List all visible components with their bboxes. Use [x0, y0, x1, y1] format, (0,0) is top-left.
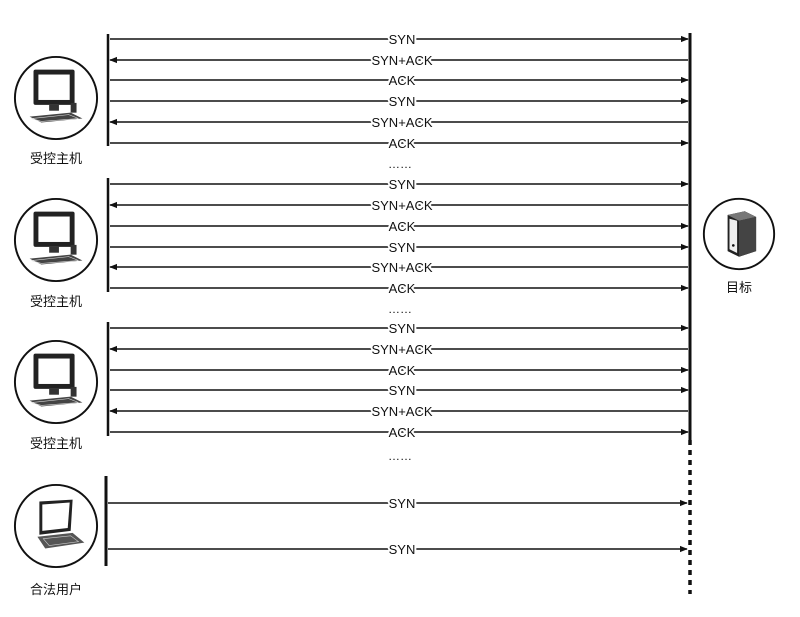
- message-arrow: SYN: [110, 238, 689, 257]
- host-3: 受控主机: [13, 339, 99, 452]
- message-label: ACK: [389, 219, 416, 234]
- group-legit-user: SYN SYN: [108, 494, 688, 559]
- ellipsis: ……: [388, 449, 412, 463]
- message-label: SYN: [389, 321, 416, 336]
- message-arrow: SYN: [110, 381, 689, 400]
- message-arrow: SYN+ACK: [109, 51, 688, 70]
- message-label: SYN: [389, 496, 416, 511]
- message-arrow: SYN: [108, 540, 688, 559]
- group-host-2: SYN SYN+ACK ACK SYN SYN+ACK ACK ……: [109, 175, 689, 316]
- message-arrow: SYN: [110, 92, 689, 111]
- message-label: SYN+ACK: [371, 198, 432, 213]
- message-label: SYN+ACK: [371, 53, 432, 68]
- message-arrow: ACK: [110, 71, 689, 90]
- message-arrow: SYN: [108, 494, 688, 513]
- host-2-label: 受控主机: [30, 295, 82, 310]
- message-label: SYN+ACK: [371, 404, 432, 419]
- message-label: SYN+ACK: [371, 260, 432, 275]
- host-1: 受控主机: [13, 55, 99, 167]
- message-arrow: ACK: [110, 217, 689, 236]
- group-host-1: SYN SYN+ACK ACK SYN SYN+ACK ACK ……: [109, 30, 689, 171]
- legit-user: 合法用户: [13, 483, 99, 598]
- laptop-icon: [13, 483, 99, 569]
- message-label: SYN: [389, 542, 416, 557]
- message-arrow: SYN: [110, 175, 689, 194]
- message-label: ACK: [389, 136, 416, 151]
- message-label: ACK: [389, 281, 416, 296]
- message-arrow: SYN+ACK: [109, 113, 688, 132]
- message-arrow: ACK: [110, 279, 689, 298]
- server-icon: [702, 197, 776, 271]
- host-1-label: 受控主机: [30, 152, 82, 167]
- message-arrow: SYN+ACK: [109, 340, 688, 359]
- legit-user-label: 合法用户: [30, 582, 82, 598]
- message-arrow: SYN+ACK: [109, 402, 688, 421]
- message-label: SYN: [389, 240, 416, 255]
- desktop-computer-icon: [13, 197, 99, 283]
- message-arrow: ACK: [110, 361, 689, 380]
- message-arrow: ACK: [110, 423, 689, 442]
- group-host-3: SYN SYN+ACK ACK SYN SYN+ACK ACK ……: [109, 319, 689, 463]
- host-3-label: 受控主机: [30, 437, 82, 452]
- message-label: SYN+ACK: [371, 342, 432, 357]
- message-arrow: SYN: [110, 30, 689, 49]
- host-2: 受控主机: [13, 197, 99, 310]
- target-label: 目标: [726, 281, 752, 296]
- ellipsis: ……: [388, 302, 412, 316]
- message-label: SYN: [389, 32, 416, 47]
- desktop-computer-icon: [13, 55, 99, 141]
- message-label: SYN+ACK: [371, 115, 432, 130]
- message-label: ACK: [389, 425, 416, 440]
- message-label: SYN: [389, 177, 416, 192]
- desktop-computer-icon: [13, 339, 99, 425]
- message-label: ACK: [389, 73, 416, 88]
- message-label: ACK: [389, 363, 416, 378]
- ellipsis: ……: [388, 157, 412, 171]
- message-arrow: SYN: [110, 319, 689, 338]
- message-arrow: SYN+ACK: [109, 196, 688, 215]
- message-arrow: ACK: [110, 134, 689, 153]
- message-arrow: SYN+ACK: [109, 258, 688, 277]
- message-label: SYN: [389, 383, 416, 398]
- message-label: SYN: [389, 94, 416, 109]
- target: 目标: [702, 197, 776, 296]
